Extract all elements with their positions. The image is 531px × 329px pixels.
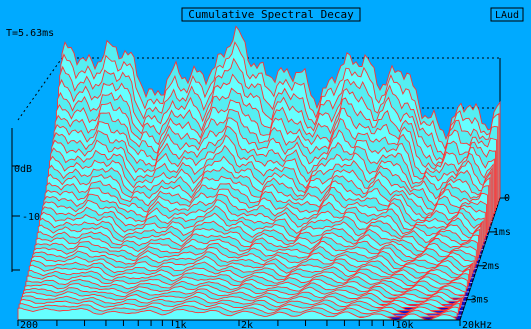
frequency-tick-labels: 200 1k 2k 10k 20kHz [20,320,492,329]
decay-slices [17,25,501,321]
time-tick-label: 0 [504,193,510,204]
time-tick-label: 2ms [482,261,500,272]
laud-badge-box[interactable] [490,7,524,22]
level-tick-label: -10 [22,212,40,223]
frequency-axis [17,319,461,326]
frequency-tick-label: 2k [241,320,253,329]
laud-badge[interactable]: LAud [495,10,519,21]
time-tick-label: 3ms [471,295,489,306]
level-axis: 0dB -10 [11,128,40,272]
title-box [181,7,361,22]
time-readout: T=5.63ms [6,28,54,39]
time-tick-label: 1ms [493,227,511,238]
decay-slice [17,307,457,321]
level-unit-label: 0dB [14,164,32,175]
frequency-tick-label: 10k [395,320,413,329]
frequency-tick-label: 200 [20,320,38,329]
chart-title: Cumulative Spectral Decay [188,8,354,21]
time-tick-labels: 0 1ms 2ms 3ms [466,193,511,306]
frequency-tick-label: 20kHz [462,320,492,329]
frequency-tick-label: 1k [174,320,186,329]
